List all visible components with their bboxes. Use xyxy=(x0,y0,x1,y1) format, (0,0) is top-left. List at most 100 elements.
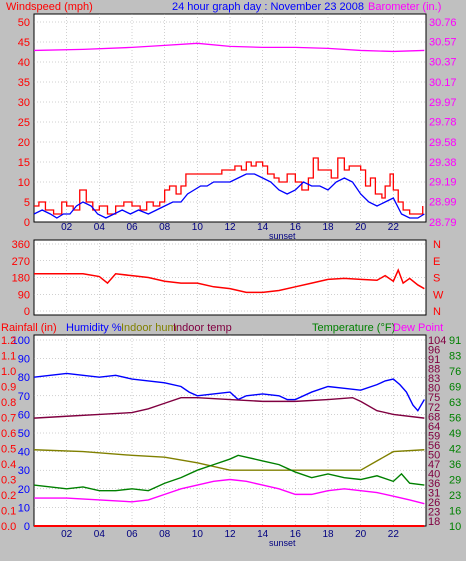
direction-degree-label: 270 xyxy=(12,256,30,268)
dew-point-tick-label: 16 xyxy=(449,506,461,518)
gust-line xyxy=(34,157,424,215)
legend-indoor-hum: Indoor hum xyxy=(121,322,177,334)
direction-series xyxy=(34,268,425,294)
rainfall-tick-label: 0.8 xyxy=(1,397,16,409)
compass-label: N xyxy=(433,239,441,251)
rainfall-tick-label: 0.1 xyxy=(1,506,16,518)
barometer-tick-label: 28.79 xyxy=(429,217,457,229)
hour-tick-label: 06 xyxy=(126,529,138,540)
legend-temperature: Temperature (°F) xyxy=(312,322,395,334)
sunset-label: sunset xyxy=(269,231,296,241)
barometer-tick-label: 30.57 xyxy=(429,36,457,48)
barometer-tick-label: 30.76 xyxy=(429,17,457,29)
direction-grid xyxy=(34,240,426,315)
rainfall-tick-label: 1.1 xyxy=(1,351,16,363)
barometer-header: Barometer (in.) xyxy=(368,1,441,13)
hour-tick-label: 16 xyxy=(290,529,302,540)
rainfall-tick-label: 0.7 xyxy=(1,413,16,425)
temperature-tick-label: 96 xyxy=(428,345,440,357)
dew-point-tick-label: 83 xyxy=(449,351,461,363)
temperature-tick-label: 59 xyxy=(428,430,440,442)
barometer-tick-label: 29.19 xyxy=(429,176,457,188)
windspeed-tick-label: 25 xyxy=(18,117,30,129)
dew-point-tick-label: 10 xyxy=(449,521,461,533)
humidity-line xyxy=(33,372,425,412)
humidity-tick-label: 30 xyxy=(18,465,30,477)
humidity-tick-label: 60 xyxy=(18,409,30,421)
rainfall-tick-label: 0.5 xyxy=(1,444,16,456)
hour-tick-label: 16 xyxy=(290,222,302,233)
legend-humidity: Humidity % xyxy=(66,322,122,334)
barometer-tick-label: 29.58 xyxy=(429,137,457,149)
rainfall-tick-label: 0.3 xyxy=(1,475,16,487)
hour-tick-label: 08 xyxy=(159,222,171,233)
barometer-tick-label: 29.78 xyxy=(429,116,457,128)
wind-baro-plot-area xyxy=(33,13,427,223)
temp-humidity-series xyxy=(33,372,425,527)
sunset-label: sunset xyxy=(269,538,296,548)
hour-tick-label: 02 xyxy=(61,529,73,540)
dew-point-tick-label: 36 xyxy=(449,459,461,471)
hour-tick-label: 08 xyxy=(159,529,171,540)
hour-tick-label: 20 xyxy=(355,529,367,540)
compass-label: W xyxy=(433,289,444,301)
wind-baro-series xyxy=(33,42,425,219)
humidity-tick-label: 20 xyxy=(18,484,30,496)
temperature-tick-label: 83 xyxy=(428,373,440,385)
legend-dew-point: Dew Point xyxy=(393,322,443,334)
axis-tick-labels: 0 5 10 15 20 25 30 35 40 45 50 28.79 28.99 29.19 29.38… xyxy=(1,17,461,548)
dew-point-tick-label: 76 xyxy=(449,366,461,378)
hour-tick-label: 14 xyxy=(257,222,269,233)
compass-label: E xyxy=(433,256,440,268)
dew-point-tick-label: 63 xyxy=(449,397,461,409)
legend-indoor-temp: Indoor temp xyxy=(173,322,232,334)
windspeed-header: Windspeed (mph) xyxy=(6,1,93,13)
windspeed-tick-label: 35 xyxy=(18,77,30,89)
temperature-tick-label: 31 xyxy=(428,488,440,500)
temperature-tick-label: 88 xyxy=(428,364,440,376)
direction-degree-label: 180 xyxy=(12,273,30,285)
dew_point-line xyxy=(34,478,425,505)
wind-direction-line xyxy=(34,268,425,294)
direction-degree-label: 0 xyxy=(24,306,30,318)
windspeed-tick-label: 40 xyxy=(18,57,30,69)
indoor_hum-line xyxy=(33,449,425,471)
temperature-tick-label: 72 xyxy=(428,402,440,414)
windspeed-tick-label: 15 xyxy=(18,157,30,169)
temperature-tick-label: 80 xyxy=(428,383,440,395)
compass-label: N xyxy=(433,306,441,318)
hour-tick-label: 10 xyxy=(192,222,204,233)
temperature-tick-label: 75 xyxy=(428,392,440,404)
hour-tick-label: 02 xyxy=(61,222,73,233)
avg_wind-line xyxy=(33,173,425,219)
hour-tick-label: 12 xyxy=(224,529,236,540)
temperature-tick-label: 104 xyxy=(428,335,446,347)
barometer-tick-label: 29.97 xyxy=(429,97,457,109)
barometer-tick-label: 30.17 xyxy=(429,77,457,89)
temperature-tick-label: 26 xyxy=(428,497,440,509)
humidity-tick-label: 90 xyxy=(18,354,30,366)
windspeed-tick-label: 30 xyxy=(18,97,30,109)
hour-tick-label: 22 xyxy=(388,222,400,233)
humidity-tick-label: 40 xyxy=(18,447,30,459)
hour-tick-label: 14 xyxy=(257,529,269,540)
temperature-tick-label: 40 xyxy=(428,469,440,481)
rainfall-tick-label: 0.6 xyxy=(1,428,16,440)
temperature-tick-label: 36 xyxy=(428,478,440,490)
dew-point-tick-label: 23 xyxy=(449,490,461,502)
rainfall-tick-label: 0.9 xyxy=(1,382,16,394)
windspeed-tick-label: 10 xyxy=(18,177,30,189)
temperature-tick-label: 91 xyxy=(428,354,440,366)
humidity-tick-label: 50 xyxy=(18,428,30,440)
humidity-tick-label: 70 xyxy=(18,391,30,403)
humidity-tick-label: 80 xyxy=(18,372,30,384)
dew-point-tick-label: 56 xyxy=(449,413,461,425)
direction-degree-label: 90 xyxy=(18,289,30,301)
temperature-tick-label: 47 xyxy=(428,459,440,471)
humidity-tick-label: 10 xyxy=(18,502,30,514)
hour-tick-label: 18 xyxy=(322,222,334,233)
hour-tick-label: 04 xyxy=(94,529,106,540)
windspeed-tick-label: 50 xyxy=(18,17,30,29)
